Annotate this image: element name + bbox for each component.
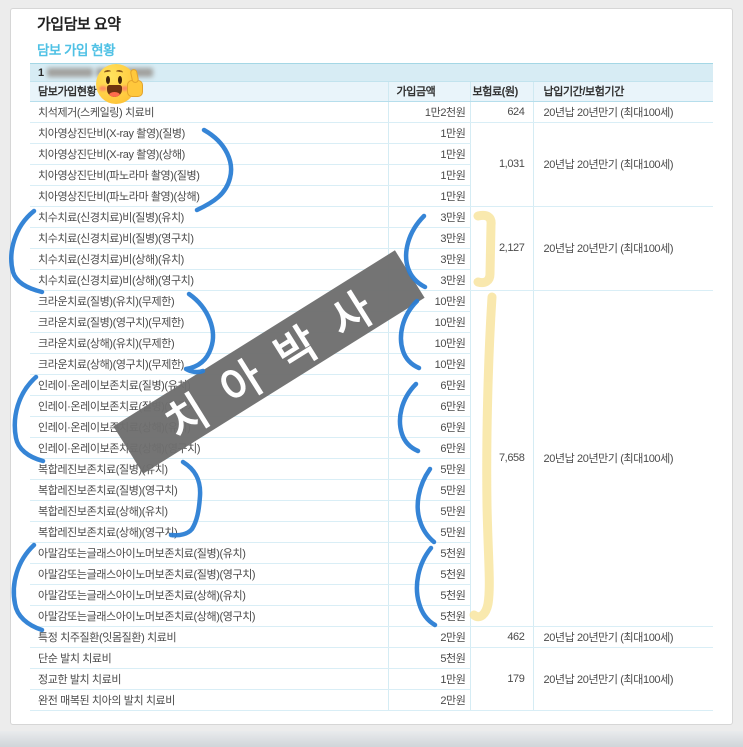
coverage-amount-cell: 6만원 — [387, 395, 470, 417]
coverage-name-cell: 특정 치주질환(잇몸질환) 치료비 — [30, 626, 388, 648]
table-row: 단순 발치 치료비 5천원 179 20년납 20년만기 (최대100세) — [30, 647, 713, 711]
coverage-amount-cell: 1만원 — [387, 164, 470, 186]
coverage-name-cell: 치수치료(신경치료)비(질병)(유치) — [30, 206, 388, 228]
period-cell: 20년납 20년만기 (최대100세) — [532, 101, 713, 123]
coverage-name-cell: 치수치료(신경치료)비(질병)(영구치) — [30, 227, 388, 249]
table-row: 아말감또는글래스아이노머보존치료(상해)(영구치) 5천원 — [30, 605, 713, 627]
table-row: 특정 치주질환(잇몸질환) 치료비 2만원 462 20년납 20년만기 (최대100… — [30, 626, 713, 648]
coverage-name-cell: 아말감또는글래스아이노머보존치료(질병)(영구치) — [30, 563, 388, 585]
coverage-name-cell: 정교한 발치 치료비 — [30, 668, 388, 690]
emoji-eye — [118, 76, 122, 84]
table-row: 치석제거(스케일링) 치료비 1만2천원 624 20년납 20년만기 (최대100세… — [30, 101, 713, 123]
coverage-amount-cell: 5만원 — [387, 479, 470, 501]
coverage-table: 담보가입현황 가입금액 보험료(원) 납입기간/보험기간 치석제거(스케일링) … — [30, 82, 713, 711]
period-cell: 20년납 20년만기 (최대100세) — [532, 206, 713, 291]
coverage-name-cell: 아말감또는글래스아이노머보존치료(상해)(영구치) — [30, 605, 388, 627]
coverage-name-cell: 치수치료(신경치료)비(상해)(유치) — [30, 248, 388, 270]
coverage-name-cell: 복합레진보존치료(상해)(유치) — [30, 500, 388, 522]
emoji-tongue — [109, 92, 120, 97]
coverage-name-cell: 치아영상진단비(X-ray 촬영)(질병) — [30, 122, 388, 144]
table-row: 치수치료(신경치료)비(상해)(유치) 3만원 — [30, 248, 713, 270]
coverage-name-cell: 치수치료(신경치료)비(상해)(영구치) — [30, 269, 388, 291]
premium-cell: 7,658 — [469, 290, 533, 627]
page-footer-strip — [0, 731, 743, 747]
coverage-amount-cell: 2만원 — [387, 626, 470, 648]
coverage-name-cell: 아말감또는글래스아이노머보존치료(상해)(유치) — [30, 584, 388, 606]
coverage-name-cell: 아말감또는글래스아이노머보존치료(질병)(유치) — [30, 542, 388, 564]
coverage-amount-cell: 5천원 — [387, 563, 470, 585]
col-header-period: 납입기간/보험기간 — [532, 82, 713, 102]
coverage-amount-cell: 3만원 — [387, 206, 470, 228]
premium-cell: 462 — [469, 626, 533, 648]
period-cell: 20년납 20년만기 (최대100세) — [532, 290, 713, 627]
coverage-name-cell: 단순 발치 치료비 — [30, 647, 388, 669]
coverage-amount-cell: 3만원 — [387, 227, 470, 249]
premium-cell: 179 — [469, 647, 533, 711]
coverage-name-cell: 치아영상진단비(X-ray 촬영)(상해) — [30, 143, 388, 165]
coverage-amount-cell: 2만원 — [387, 689, 470, 711]
page-title: 가입담보 요약 — [37, 16, 121, 33]
product-name-prefix: 1 — [38, 66, 45, 79]
coverage-amount-cell: 5천원 — [387, 584, 470, 606]
section-title: 담보 가입 현황 — [37, 43, 116, 58]
table-row: 완전 매복된 치아의 발치 치료비 2만원 — [30, 689, 713, 711]
emoji-cheek — [121, 86, 129, 91]
coverage-name-cell: 복합레진보존치료(상해)(영구치) — [30, 521, 388, 543]
coverage-amount-cell: 6만원 — [387, 374, 470, 396]
coverage-amount-cell: 6만원 — [387, 416, 470, 438]
coverage-amount-cell: 1만2천원 — [387, 101, 470, 123]
coverage-amount-cell: 10만원 — [387, 353, 470, 375]
emoji-eye — [106, 76, 110, 84]
thumbs-up-emoji — [96, 60, 144, 108]
coverage-amount-cell: 1만원 — [387, 668, 470, 690]
period-cell: 20년납 20년만기 (최대100세) — [532, 626, 713, 648]
masked-product-name — [47, 68, 94, 77]
table-row: 아말감또는글래스아이노머보존치료(질병)(영구치) 5천원 — [30, 563, 713, 585]
period-cell: 20년납 20년만기 (최대100세) — [532, 122, 713, 207]
coverage-amount-cell: 5만원 — [387, 458, 470, 480]
col-header-coverage: 담보가입현황 — [30, 82, 388, 102]
table-row: 복합레진보존치료(상해)(유치) 5만원 — [30, 500, 713, 522]
coverage-name-cell: 치아영상진단비(파노라마 촬영)(질병) — [30, 164, 388, 186]
coverage-name-cell: 복합레진보존치료(질병)(영구치) — [30, 479, 388, 501]
coverage-name-cell: 인레이·온레이보존치료(상해)(영구치) — [30, 437, 388, 459]
coverage-name-cell: 복합레진보존치료(질병)(유치) — [30, 458, 388, 480]
table-row: 치아영상진단비(X-ray 촬영)(질병) 1만원 1,031 20년납 20년만기 … — [30, 122, 713, 207]
coverage-name-cell: 치석제거(스케일링) 치료비 — [30, 101, 388, 123]
coverage-amount-cell: 1만원 — [387, 122, 470, 144]
coverage-amount-cell: 1만원 — [387, 185, 470, 207]
table-row: 정교한 발치 치료비 1만원 — [30, 668, 713, 690]
premium-cell: 624 — [469, 101, 533, 123]
coverage-amount-cell: 5만원 — [387, 500, 470, 522]
coverage-name-cell: 치아영상진단비(파노라마 촬영)(상해) — [30, 185, 388, 207]
coverage-amount-cell: 5천원 — [387, 542, 470, 564]
emoji-mouth — [107, 85, 122, 97]
coverage-amount-cell: 6만원 — [387, 437, 470, 459]
coverage-name-cell: 완전 매복된 치아의 발치 치료비 — [30, 689, 388, 711]
table-row: 아말감또는글래스아이노머보존치료(질병)(유치) 5천원 — [30, 542, 713, 564]
table-row: 치수치료(신경치료)비(질병)(유치) 3만원 2,127 20년납 20년만기 (최… — [30, 206, 713, 291]
premium-cell: 1,031 — [469, 122, 533, 207]
coverage-amount-cell: 5만원 — [387, 521, 470, 543]
coverage-amount-cell: 5천원 — [387, 605, 470, 627]
premium-cell: 2,127 — [469, 206, 533, 291]
coverage-amount-cell: 5천원 — [387, 647, 470, 669]
period-cell: 20년납 20년만기 (최대100세) — [532, 647, 713, 711]
col-header-amount: 가입금액 — [387, 82, 470, 102]
coverage-amount-cell: 1만원 — [387, 143, 470, 165]
coverage-amount-cell: 10만원 — [387, 332, 470, 354]
col-header-premium: 보험료(원) — [469, 82, 533, 102]
emoji-cheek — [99, 86, 107, 91]
